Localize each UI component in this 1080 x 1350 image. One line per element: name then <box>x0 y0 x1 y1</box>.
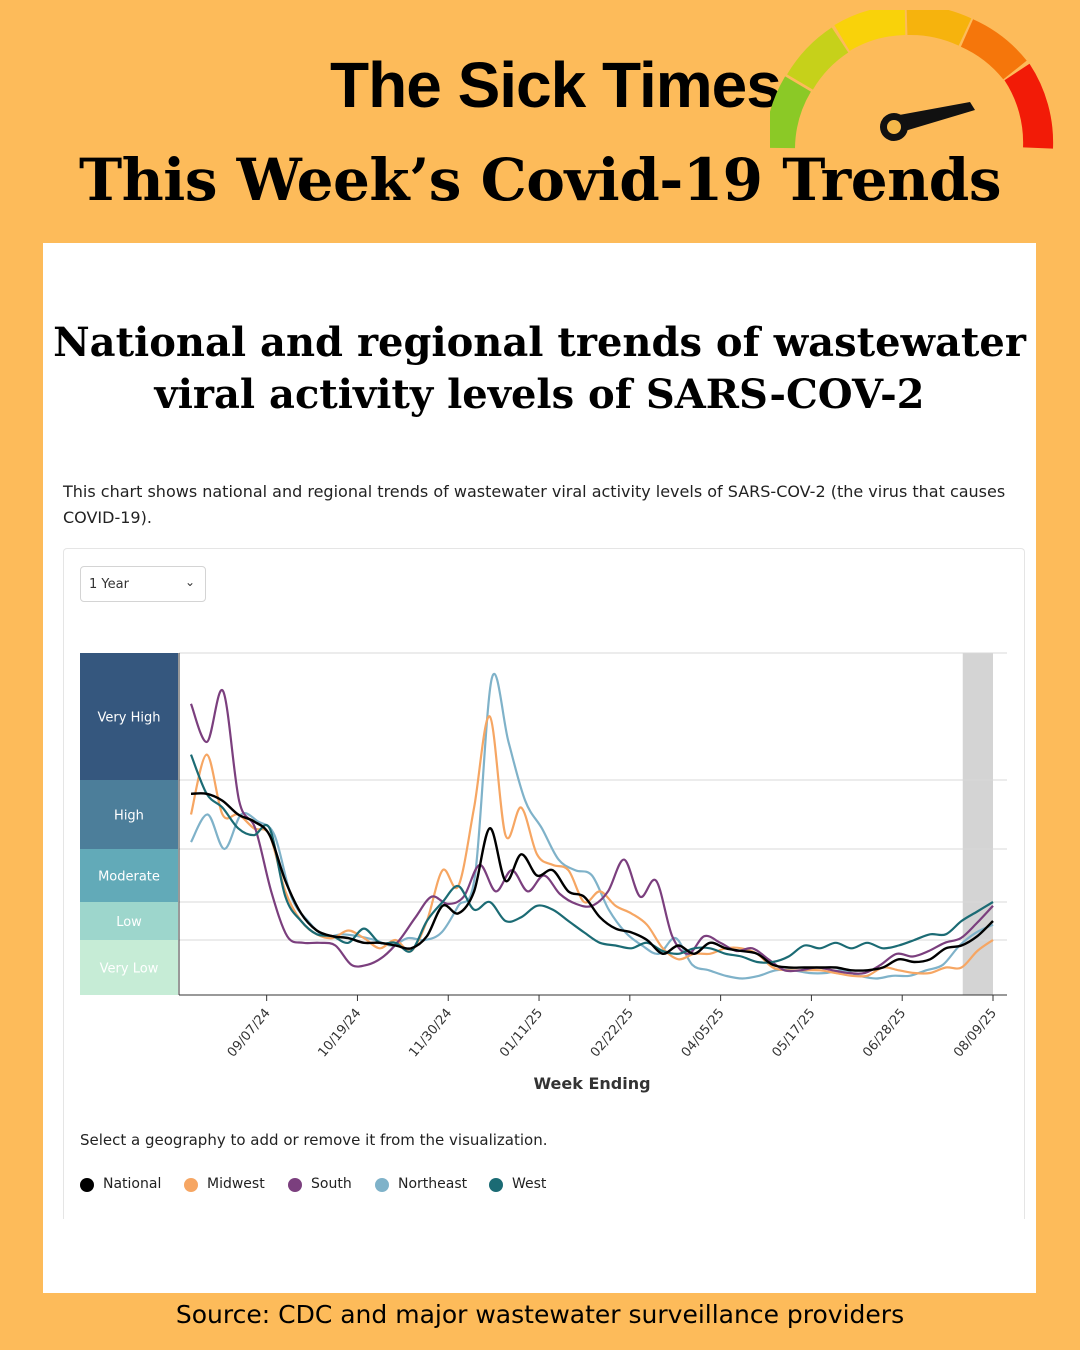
level-band-high <box>80 780 178 849</box>
x-tick-label-5: 04/05/25 <box>679 1006 728 1060</box>
series-line-national <box>190 792 994 972</box>
series-line-south <box>189 689 994 975</box>
x-tick-label-2: 11/30/24 <box>406 1006 455 1060</box>
level-label-low: Low <box>116 915 142 930</box>
legend-swatch-west <box>489 1178 503 1192</box>
chart-description: This chart shows national and regional t… <box>63 482 1006 527</box>
card-title: National and regional trends of wastewat… <box>43 317 1036 421</box>
level-band-very-low <box>80 940 178 995</box>
timeframe-value: 1 Year <box>89 577 129 592</box>
x-tick-label-4: 02/22/25 <box>588 1006 637 1060</box>
brand-name: The Sick Times <box>330 49 782 121</box>
legend-swatch-northeast <box>375 1178 389 1192</box>
x-tick-label-0: 09/07/24 <box>225 1006 274 1060</box>
card-title-line-1: National and regional trends of wastewat… <box>53 319 1026 366</box>
series-line-west <box>189 754 994 964</box>
legend-label-northeast: Northeast <box>398 1176 468 1192</box>
level-label-very-low: Very Low <box>100 962 159 977</box>
x-tick-label-3: 01/11/25 <box>497 1006 546 1060</box>
x-tick-label-7: 06/28/25 <box>860 1006 909 1060</box>
legend-label-south: South <box>311 1176 352 1192</box>
chart-panel <box>63 548 1025 1219</box>
series-line-midwest <box>189 715 994 978</box>
level-band-low <box>80 902 178 940</box>
source-credit: Source: CDC and major wastewater surveil… <box>175 1300 905 1329</box>
chart-card: National and regional trends of wastewat… <box>43 243 1036 1293</box>
legend-label-midwest: Midwest <box>207 1176 265 1192</box>
x-tick-label-8: 08/09/25 <box>951 1006 1000 1060</box>
level-label-very-high: Very High <box>98 711 161 726</box>
legend-label-west: West <box>512 1176 547 1192</box>
legend-label-national: National <box>103 1176 162 1192</box>
timeframe-select[interactable]: 1 Year ⌄ <box>80 566 206 602</box>
card-title-line-2: viral activity levels of SARS-COV-2 <box>154 371 925 418</box>
series-line-northeast <box>190 673 994 980</box>
level-label-high: High <box>114 809 144 824</box>
geography-prompt: Select a geography to add or remove it f… <box>80 1131 548 1149</box>
legend-swatch-national <box>80 1178 94 1192</box>
level-band-very-high <box>80 653 178 780</box>
level-label-moderate: Moderate <box>98 870 160 885</box>
x-tick-label-6: 05/17/25 <box>769 1006 818 1060</box>
gauge-icon <box>770 10 1054 149</box>
level-band-moderate <box>80 849 178 902</box>
page-headline: This Week’s Covid-19 Trends <box>78 146 1002 214</box>
legend-swatch-south <box>288 1178 302 1192</box>
legend-swatch-midwest <box>184 1178 198 1192</box>
x-tick-label-1: 10/19/24 <box>315 1006 364 1060</box>
wastewater-line-chart: Very Low Low Moderate High Very High 09/07/24… <box>80 652 1007 1093</box>
x-axis-title: Week Ending <box>533 1074 650 1093</box>
chevron-down-icon: ⌄ <box>184 575 195 589</box>
